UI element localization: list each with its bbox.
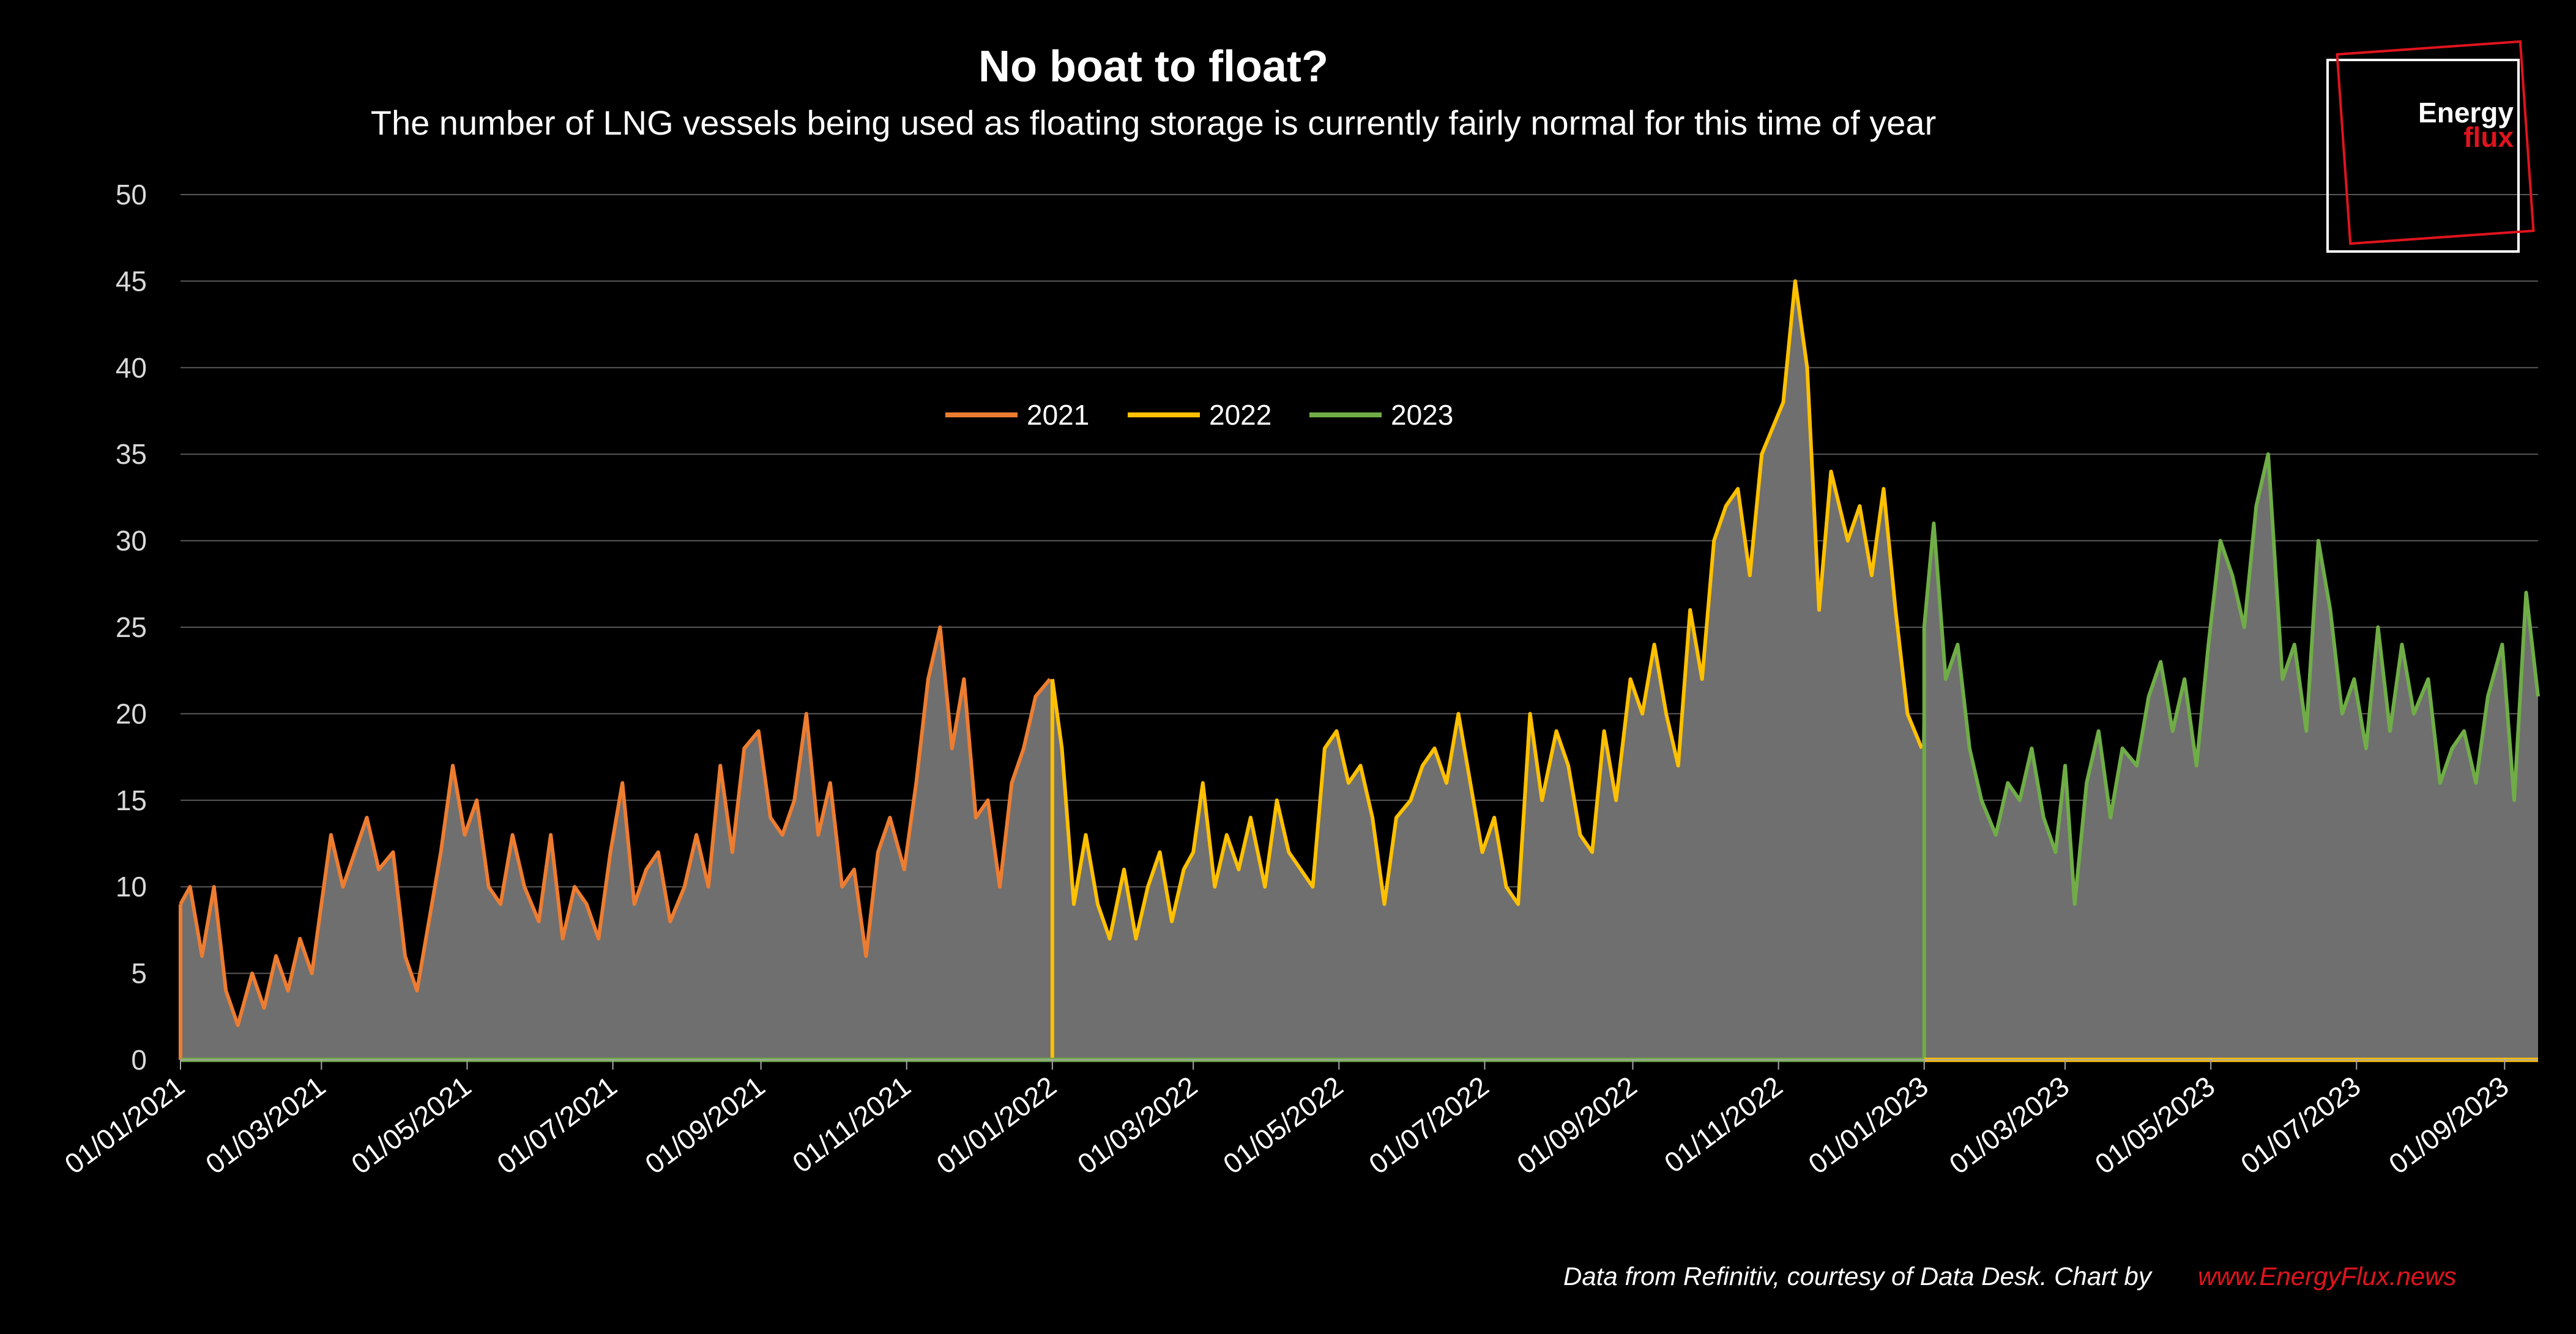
chart-subtitle: The number of LNG vessels being used as … — [371, 103, 1936, 142]
y-tick-label: 10 — [116, 871, 147, 903]
chart-title: No boat to float? — [978, 42, 1328, 91]
x-tick-label: 01/01/2022 — [931, 1070, 1062, 1180]
legend-label-2021: 2021 — [1027, 399, 1089, 431]
logo-frame-red — [2336, 40, 2535, 245]
y-tick-label: 40 — [116, 352, 147, 384]
x-axis: 01/01/2021 01/03/2021 01/05/2021 01/07/2021… — [59, 1059, 2538, 1180]
area-fill-group — [181, 281, 2538, 1060]
y-tick-label: 45 — [116, 265, 147, 297]
source-link[interactable]: www.EnergyFlux.news — [2198, 1262, 2456, 1291]
legend: 2021 2022 2023 — [945, 399, 1453, 431]
energyflux-logo: Energy flux — [2326, 40, 2535, 253]
x-tick-label: 01/05/2021 — [345, 1070, 477, 1180]
area-fill — [181, 281, 2538, 1060]
x-tick-label: 01/07/2021 — [491, 1070, 622, 1180]
y-axis: 0 5 10 15 20 25 30 35 40 45 50 — [116, 179, 147, 1076]
x-tick-label: 01/05/2022 — [1217, 1070, 1349, 1180]
series-line-2021 — [179, 625, 1052, 1027]
logo-word-energy: Energy — [2418, 97, 2514, 129]
x-tick-label: 01/03/2023 — [1943, 1070, 2075, 1180]
x-tick-label: 01/09/2022 — [1511, 1070, 1642, 1180]
legend-label-2022: 2022 — [1209, 399, 1271, 431]
x-tick-label: 01/09/2021 — [639, 1070, 770, 1180]
source-credit: Data from Refinitiv, courtesy of Data De… — [1563, 1262, 2153, 1291]
x-tick-label: 01/09/2023 — [2383, 1070, 2514, 1180]
x-tick-label: 01/03/2022 — [1071, 1070, 1203, 1180]
y-tick-label: 35 — [116, 438, 147, 470]
y-tick-label: 20 — [116, 698, 147, 729]
y-tick-label: 0 — [131, 1044, 147, 1076]
x-tick-label: 01/07/2023 — [2235, 1070, 2366, 1180]
x-tick-label: 01/01/2021 — [59, 1070, 190, 1180]
logo-frame-white — [2326, 59, 2520, 253]
y-tick-label: 30 — [116, 525, 147, 557]
y-tick-label: 50 — [116, 179, 147, 211]
x-tick-label: 01/11/2022 — [1658, 1070, 1788, 1179]
x-tick-label: 01/05/2023 — [2089, 1070, 2220, 1180]
y-tick-label: 15 — [116, 784, 147, 816]
legend-label-2023: 2023 — [1391, 399, 1453, 431]
logo-word-flux: flux — [2463, 121, 2514, 153]
series-line-2022 — [1050, 279, 1924, 941]
y-tick-label: 25 — [116, 611, 147, 643]
x-tick-label: 01/07/2022 — [1363, 1070, 1494, 1180]
x-tick-label: 01/03/2021 — [199, 1070, 331, 1180]
x-tick-label: 01/01/2023 — [1803, 1070, 1934, 1180]
y-tick-label: 5 — [131, 958, 147, 989]
x-tick-label: 01/11/2021 — [786, 1070, 916, 1179]
series-line-2023 — [1922, 452, 2540, 906]
